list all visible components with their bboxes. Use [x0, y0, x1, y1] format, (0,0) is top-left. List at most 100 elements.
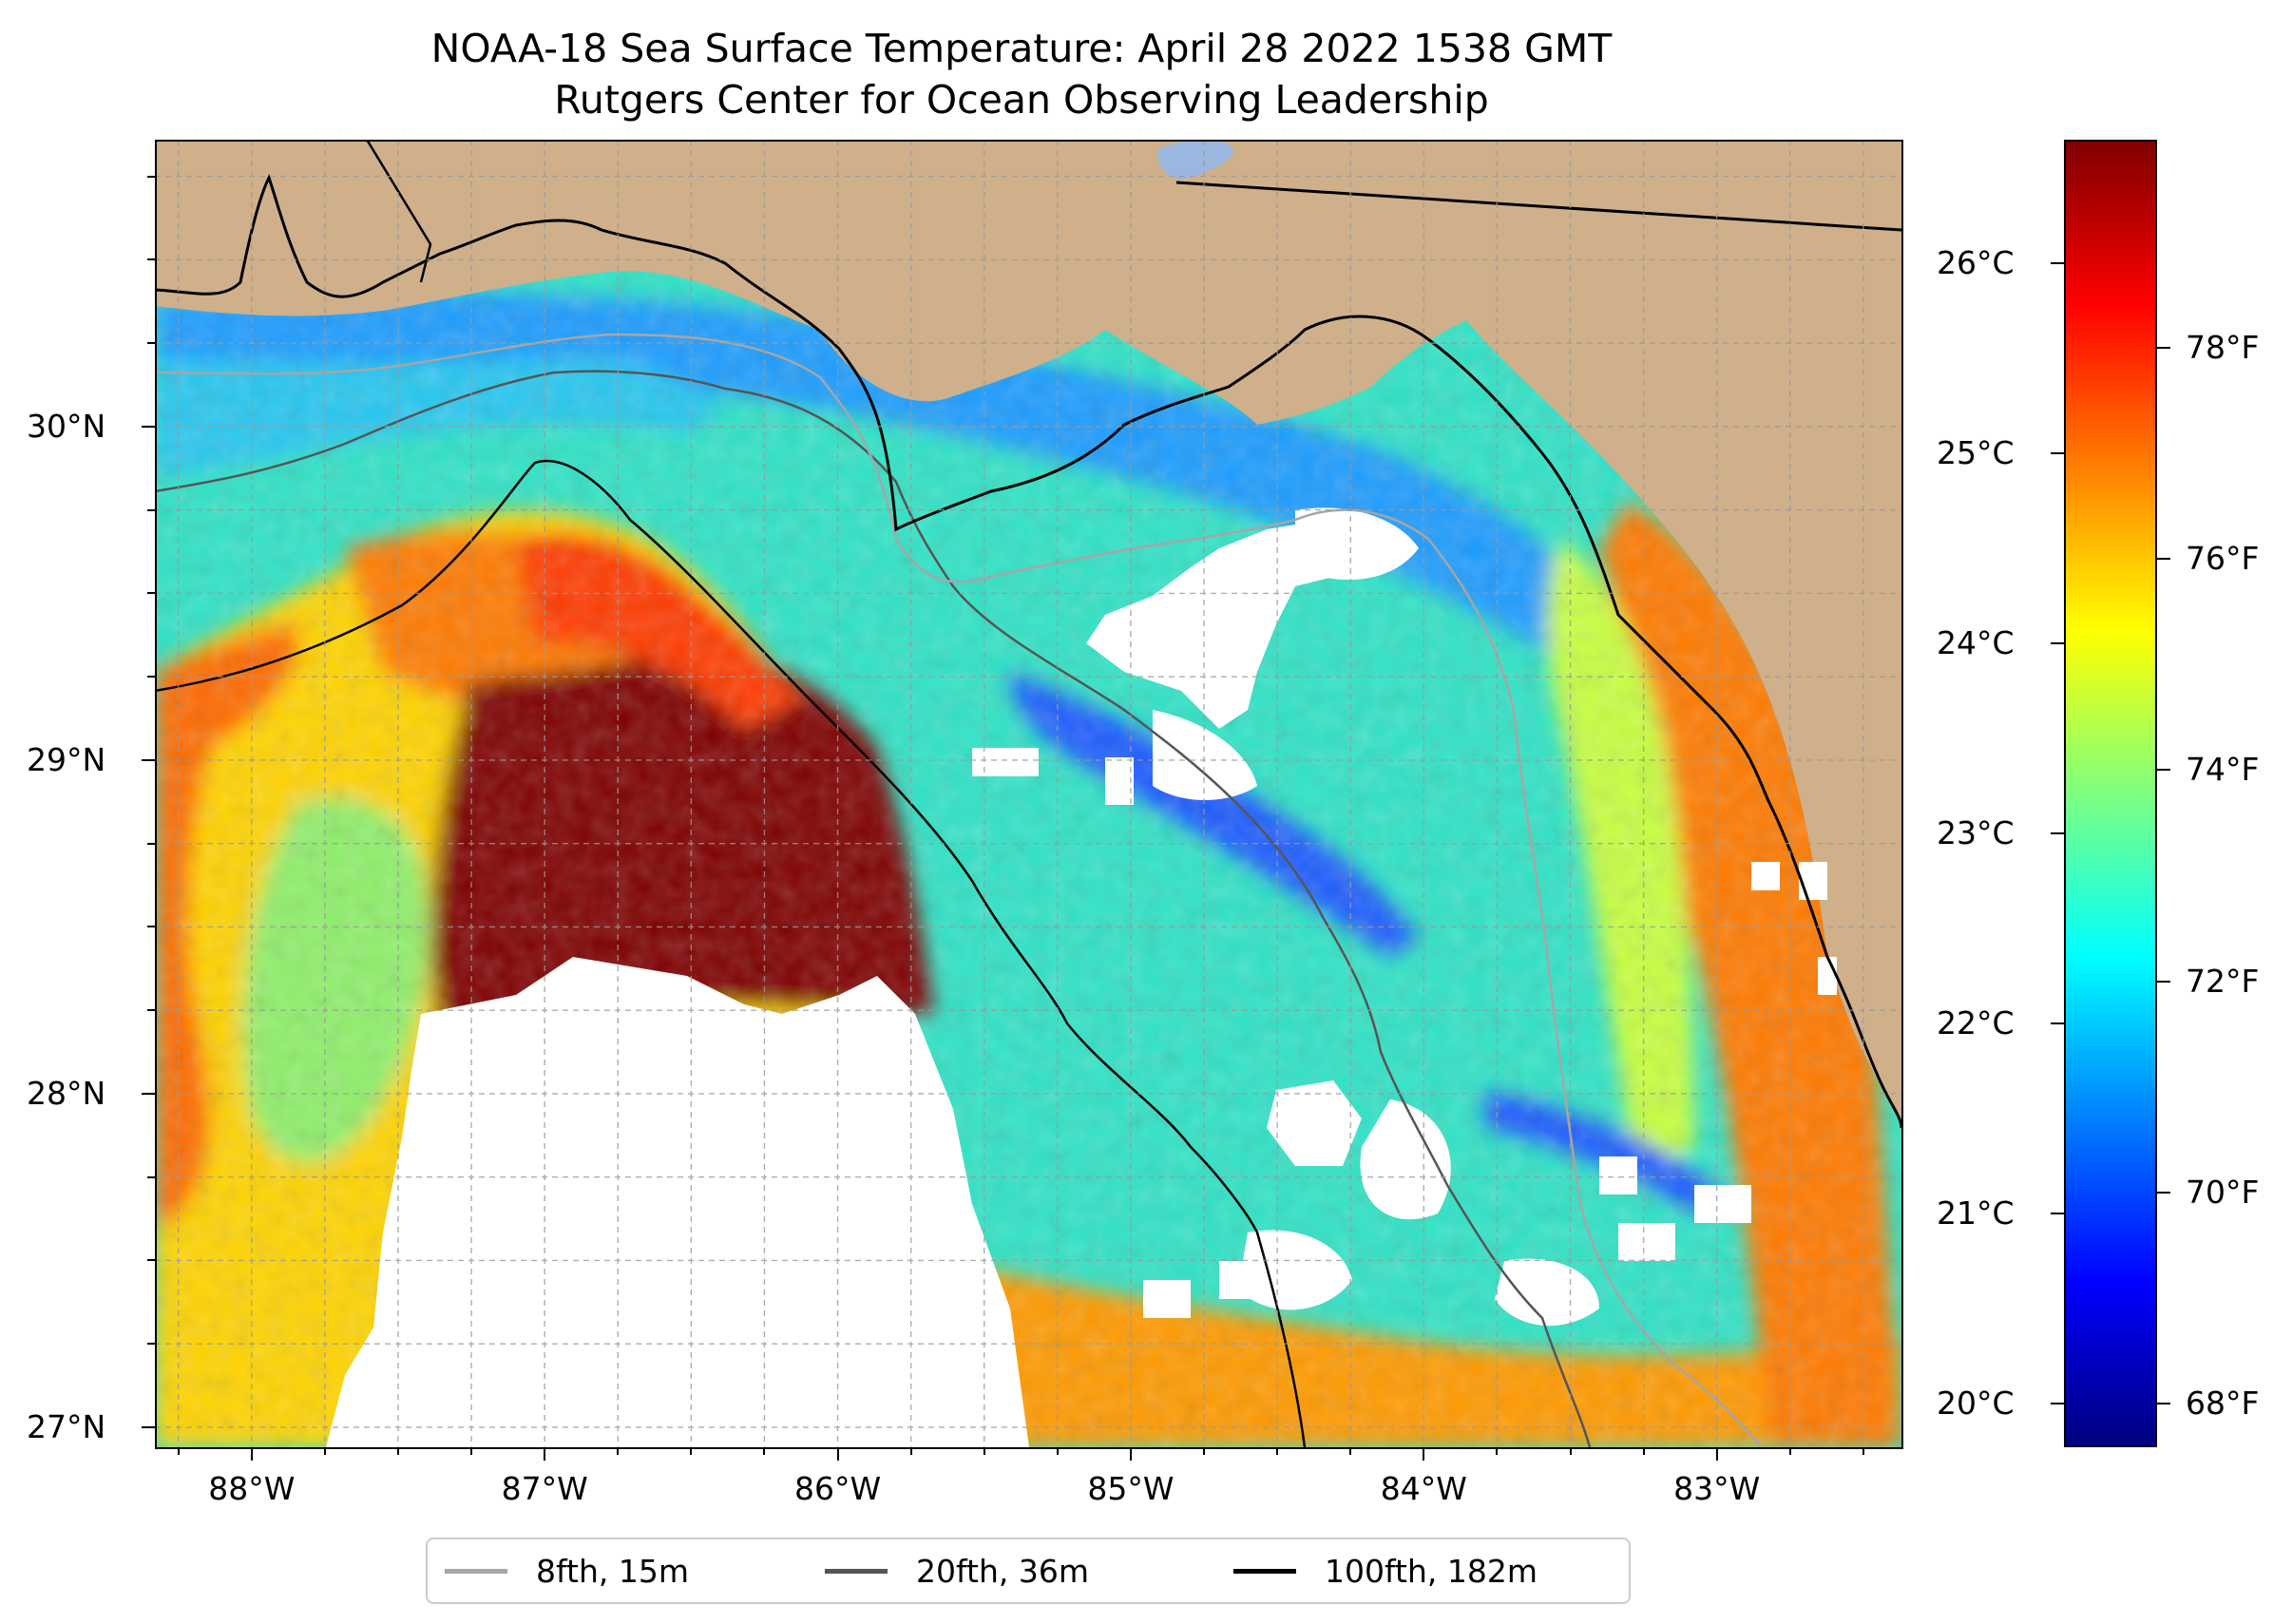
sst-map-svg — [155, 140, 1901, 1447]
x-tick-label: 85°W — [1087, 1470, 1175, 1507]
y-tick-minor — [147, 258, 155, 261]
fahrenheit-tick-label: 76°F — [2186, 540, 2260, 578]
fahrenheit-tick — [2157, 769, 2170, 772]
y-tick-label: 30°N — [27, 407, 106, 445]
y-tick-major — [142, 1425, 155, 1428]
x-tick-minor — [983, 1447, 985, 1455]
x-tick-minor — [1862, 1447, 1864, 1455]
celsius-tick-label: 23°C — [1937, 814, 2015, 851]
legend-item-100fth: 100fth, 182m — [1233, 1539, 1538, 1602]
y-tick-major — [142, 758, 155, 761]
contour-20fth — [155, 370, 1592, 1447]
celsius-tick-label: 21°C — [1937, 1194, 2015, 1232]
x-tick-minor — [1642, 1447, 1645, 1455]
celsius-tick — [2051, 832, 2064, 834]
lake — [1157, 140, 1233, 180]
y-tick-label: 29°N — [27, 740, 106, 778]
fahrenheit-tick — [2157, 1403, 2170, 1404]
x-tick-minor — [1496, 1447, 1499, 1455]
x-tick-major — [1423, 1447, 1425, 1461]
x-tick-minor — [396, 1447, 399, 1455]
legend-label-8fth: 8fth, 15m — [536, 1552, 690, 1590]
x-tick-minor — [1569, 1447, 1572, 1455]
y-tick-label: 27°N — [27, 1407, 106, 1445]
x-tick-minor — [690, 1447, 693, 1455]
state-border-west — [365, 140, 432, 283]
x-tick-minor — [909, 1447, 912, 1455]
x-tick-minor — [177, 1447, 180, 1455]
contour-8fth — [155, 333, 1762, 1447]
y-tick-minor — [147, 175, 155, 178]
x-tick-minor — [1349, 1447, 1352, 1455]
map-title: NOAA-18 Sea Surface Temperature: April 2… — [430, 26, 1613, 71]
y-tick-label: 28°N — [27, 1074, 106, 1112]
x-tick-minor — [1056, 1447, 1059, 1455]
celsius-tick-label: 25°C — [1937, 434, 2015, 471]
fahrenheit-tick-label: 68°F — [2186, 1385, 2260, 1422]
contour-legend: 8fth, 15m 20fth, 36m 100fth, 182m — [426, 1538, 1631, 1604]
state-border — [1175, 181, 1901, 232]
celsius-tick-label: 24°C — [1937, 624, 2015, 661]
x-tick-minor — [617, 1447, 620, 1455]
y-tick-minor — [147, 1175, 155, 1178]
fahrenheit-tick-label: 74°F — [2186, 751, 2260, 789]
legend-item-8fth: 8fth, 15m — [445, 1539, 689, 1602]
y-tick-major — [142, 1092, 155, 1095]
y-tick-minor — [147, 676, 155, 678]
x-tick-minor — [1203, 1447, 1206, 1455]
x-tick-label: 84°W — [1380, 1470, 1467, 1507]
fahrenheit-tick-label: 70°F — [2186, 1173, 2260, 1211]
x-tick-minor — [470, 1447, 473, 1455]
x-tick-minor — [1788, 1447, 1791, 1455]
y-tick-major — [142, 425, 155, 428]
x-tick-major — [544, 1447, 546, 1461]
celsius-tick — [2051, 1403, 2064, 1404]
y-tick-minor — [147, 926, 155, 928]
celsius-tick — [2051, 1022, 2064, 1024]
colorbar — [2064, 140, 2157, 1447]
coastline — [155, 174, 1901, 1129]
fahrenheit-tick — [2157, 1191, 2170, 1194]
fahrenheit-tick — [2157, 558, 2170, 561]
contour-100fth — [155, 459, 1307, 1447]
x-tick-label: 83°W — [1673, 1470, 1761, 1507]
y-tick-minor — [147, 342, 155, 345]
x-tick-label: 86°W — [793, 1470, 882, 1507]
y-tick-minor — [147, 842, 155, 845]
celsius-tick — [2051, 1213, 2064, 1214]
celsius-tick — [2051, 642, 2064, 644]
x-tick-major — [1129, 1447, 1132, 1461]
legend-swatch-8fth — [445, 1568, 507, 1574]
legend-item-20fth: 20fth, 36m — [825, 1539, 1089, 1602]
y-tick-minor — [147, 1259, 155, 1262]
y-tick-minor — [147, 592, 155, 595]
x-tick-major — [1715, 1447, 1718, 1461]
x-tick-minor — [1276, 1447, 1279, 1455]
fahrenheit-tick — [2157, 980, 2170, 983]
fahrenheit-tick-label: 78°F — [2186, 328, 2260, 366]
graticule — [155, 140, 1901, 1447]
y-tick-minor — [147, 508, 155, 511]
celsius-tick-label: 22°C — [1937, 1004, 2015, 1041]
sst-map — [155, 140, 1901, 1447]
water-sst-field — [155, 271, 1901, 1447]
legend-swatch-20fth — [825, 1568, 888, 1574]
legend-label-100fth: 100fth, 182m — [1325, 1552, 1538, 1590]
no-data-regions — [326, 507, 1837, 1447]
map-subtitle: Rutgers Center for Ocean Observing Leade… — [554, 77, 1489, 123]
x-tick-minor — [323, 1447, 326, 1455]
y-tick-minor — [147, 1343, 155, 1346]
x-tick-label: 88°W — [208, 1470, 296, 1507]
celsius-tick — [2051, 452, 2064, 454]
legend-swatch-100fth — [1233, 1568, 1296, 1574]
legend-label-20fth: 20fth, 36m — [916, 1552, 1089, 1590]
fahrenheit-tick — [2157, 346, 2170, 349]
y-tick-minor — [147, 1009, 155, 1012]
fahrenheit-tick-label: 72°F — [2186, 962, 2260, 1000]
celsius-tick — [2051, 262, 2064, 264]
x-tick-major — [836, 1447, 839, 1461]
x-tick-label: 87°W — [501, 1470, 588, 1507]
celsius-tick-label: 26°C — [1937, 244, 2015, 281]
x-tick-minor — [763, 1447, 766, 1455]
celsius-tick-label: 20°C — [1937, 1385, 2015, 1422]
